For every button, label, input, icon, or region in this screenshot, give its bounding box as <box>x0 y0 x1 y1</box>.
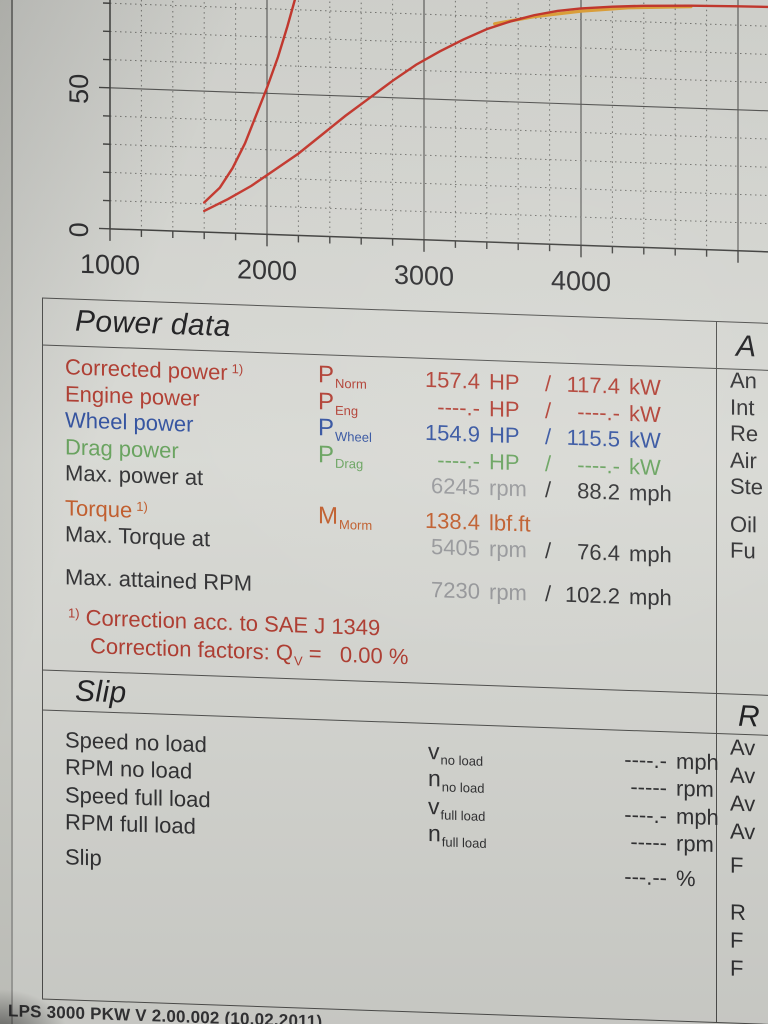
row-value-2: 117.4 <box>566 372 620 399</box>
row-slash: / <box>544 424 552 450</box>
row-value-2: ----.- <box>577 451 620 479</box>
dyno-chart-svg: 1000 2000 3000 4000 0 50 <box>64 0 768 297</box>
row-unit-2: kW <box>629 427 661 454</box>
power-section-title: Power data <box>75 304 231 344</box>
row-unit-2: mph <box>629 583 672 611</box>
torque-curve <box>203 0 314 204</box>
row-label: Slip <box>65 844 102 871</box>
svg-text:50: 50 <box>64 73 94 104</box>
row-value: ----.- <box>624 801 667 829</box>
row-value-2: 115.5 <box>566 425 620 452</box>
row-slash: / <box>544 450 552 476</box>
row-symbol: nfull load <box>428 820 487 852</box>
row-unit-2 <box>620 527 686 529</box>
results-rows-item-truncated: F <box>730 852 744 878</box>
row-symbol <box>410 869 532 873</box>
row-value-1: 6245 <box>431 473 480 501</box>
row-unit-2: mph <box>629 480 672 507</box>
row-value-2: ----.- <box>577 398 620 426</box>
row-value-1: ----.- <box>437 447 480 474</box>
corrected-power-curve <box>203 4 768 213</box>
results-section-title-truncated: R <box>738 699 761 734</box>
results-rows-item-truncated: F <box>730 955 744 981</box>
row-value-2: 88.2 <box>577 478 620 505</box>
row-value: ----.- <box>624 746 667 774</box>
row-symbol: PDrag <box>318 440 364 472</box>
row-unit-1: HP <box>489 395 520 422</box>
results-rows-item-truncated: Av <box>730 734 756 761</box>
row-value-1: 154.9 <box>424 420 480 448</box>
row-unit-2: kW <box>629 453 661 480</box>
note-superscript: 1) <box>68 605 80 621</box>
power-rows: Corrected power 1) PNorm 157.4 HP/117.4 kW Eng… <box>42 353 716 613</box>
note-2-value: = 0.00 % <box>302 640 409 670</box>
footer-version-text: LPS 3000 PKW V 2.00.002 (10.02.2011) <box>8 1001 323 1024</box>
row-unit-1: lbf.ft <box>489 509 531 537</box>
row-slash: / <box>544 397 552 423</box>
results-rows-item-truncated: Av <box>730 762 756 789</box>
row-unit-2: mph <box>629 541 672 568</box>
row-slash: / <box>544 371 552 397</box>
row-slash <box>536 524 560 525</box>
table-column-divider <box>716 321 717 1023</box>
row-slash: / <box>544 477 552 503</box>
ambient-rows-item-truncated: An <box>730 367 757 394</box>
results-rows-item-truncated: F <box>730 927 744 953</box>
row-slash: / <box>544 538 552 564</box>
ambient-rows-item-truncated: Ste <box>730 473 764 500</box>
slip-rows: Speed no load vno load ----.- mph RPM no loa… <box>42 725 719 893</box>
row-label: Max. power at <box>65 460 204 491</box>
row-value-2: 102.2 <box>564 581 620 609</box>
row-unit-1: HP <box>489 369 520 396</box>
ambient-rows-item-truncated: Re <box>730 420 759 447</box>
row-symbol <box>318 482 420 486</box>
ambient-rows-item-truncated: Oil <box>730 511 757 538</box>
row-unit-1: rpm <box>489 475 527 502</box>
row-symbol <box>318 586 420 590</box>
row-value-1: 5405 <box>431 534 480 562</box>
row-unit-2: kW <box>629 400 661 427</box>
svg-text:1000: 1000 <box>80 249 140 281</box>
results-rows-item-truncated: Av <box>730 790 756 817</box>
ambient-rows: An Int Re Air Ste Oil Fu <box>730 367 763 565</box>
row-value: ----- <box>630 774 667 801</box>
row-value-2 <box>560 525 620 527</box>
dyno-chart: 1000 2000 3000 4000 0 50 <box>0 0 768 329</box>
ambient-rows-item-truncated: Air <box>730 447 757 474</box>
note-2-subscript: V <box>293 653 303 669</box>
row-unit-2: kW <box>629 374 661 401</box>
row-value-1: 157.4 <box>424 367 480 395</box>
row-label: Max. attained RPM <box>65 564 253 596</box>
row-unit-1: rpm <box>489 536 527 563</box>
row-value-1: ----.- <box>437 394 480 421</box>
row-unit-1: HP <box>489 422 520 449</box>
row-value: ----- <box>630 829 667 856</box>
row-slash: / <box>544 580 552 606</box>
row-label: Max. Torque at <box>65 521 211 552</box>
row-value-1: 138.4 <box>424 507 480 535</box>
slip-section-title: Slip <box>75 674 127 710</box>
ambient-section-title-truncated: A <box>736 329 757 364</box>
row-value-2: 76.4 <box>577 539 620 566</box>
row-unit-1: rpm <box>489 578 527 606</box>
svg-text:2000: 2000 <box>237 254 297 286</box>
row-symbol <box>318 543 420 547</box>
results-rows-item-truncated: R <box>730 899 746 926</box>
correction-notes: 1) Correction acc. to SAE J 1349 Correcti… <box>68 599 408 679</box>
results-rows: Av Av Av Av F R F F <box>730 733 755 983</box>
row-symbol: MMorm <box>318 501 373 533</box>
results-rows-item-truncated: Av <box>730 818 756 845</box>
svg-text:3000: 3000 <box>394 260 454 292</box>
svg-text:0: 0 <box>64 222 94 238</box>
svg-text:4000: 4000 <box>551 265 611 297</box>
ambient-rows-item-truncated: Fu <box>730 537 756 564</box>
ambient-rows-item-truncated: Int <box>730 394 755 421</box>
row-value-1: 7230 <box>431 576 480 604</box>
row-unit-1: HP <box>489 448 520 475</box>
note-2-pre: Correction factors: Q <box>90 633 293 666</box>
row-value: ---.-- <box>624 863 667 891</box>
